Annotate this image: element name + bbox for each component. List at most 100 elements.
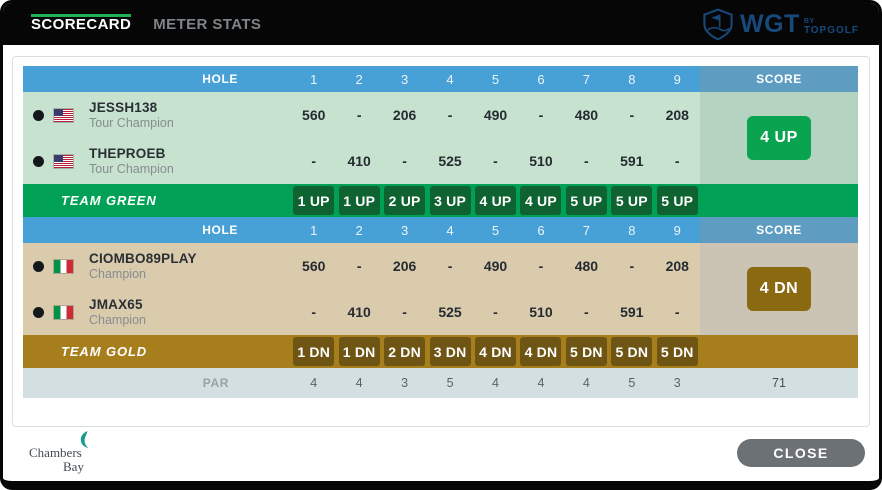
player-hole-value: 490 bbox=[483, 258, 508, 274]
par-value: 5 bbox=[628, 376, 636, 390]
close-button[interactable]: CLOSE bbox=[737, 439, 865, 467]
player-hole-value: - bbox=[538, 107, 544, 123]
player-row-theproeb: THEPROEB Tour Champion bbox=[23, 138, 291, 184]
team-green-row: TEAM GREEN 1 UP 1 UP 2 UP 3 UP 4 UP 4 UP 5 UP 5… bbox=[23, 184, 858, 217]
hole-number: 1 bbox=[310, 222, 318, 238]
hole-number: 5 bbox=[491, 222, 500, 238]
team-gold-score-spacer bbox=[700, 335, 858, 368]
player-hole-value: 206 bbox=[392, 258, 417, 274]
par-value: 4 bbox=[310, 376, 318, 390]
team-green-label: TEAM GREEN bbox=[61, 193, 157, 208]
player-hole-value: - bbox=[402, 304, 407, 320]
hole-number: 3 bbox=[400, 71, 409, 87]
team-progress-badge: 1 UP bbox=[293, 186, 335, 215]
team-progress-badge: 5 DN bbox=[656, 337, 698, 366]
team-gold-row: TEAM GOLD 1 DN 1 DN 2 DN 3 DN 4 DN 4 DN 5 DN 5 … bbox=[23, 335, 858, 368]
player-hole-value: - bbox=[629, 258, 635, 274]
par-values: 4 4 3 5 4 4 4 5 3 bbox=[291, 368, 700, 398]
par-value: 4 bbox=[492, 376, 499, 390]
hole-number: 2 bbox=[355, 222, 363, 238]
score-header-label: SCORE bbox=[700, 217, 858, 243]
player-hole-value: 560 bbox=[302, 258, 326, 274]
player-hole-value: - bbox=[356, 107, 362, 123]
player-hole-value: 525 bbox=[438, 153, 462, 169]
player-hole-value: 410 bbox=[347, 153, 371, 169]
team-gold-score-badge: 4 DN bbox=[747, 267, 811, 311]
tab-meter-stats[interactable]: METER STATS bbox=[153, 15, 262, 33]
team-green-score-badge: 4 UP bbox=[747, 116, 811, 160]
player-hole-value: 208 bbox=[665, 258, 689, 274]
player-row-ciombo89play: CIOMBO89PLAY Champion bbox=[23, 243, 291, 289]
par-value: 3 bbox=[673, 376, 681, 390]
player-name: JMAX65 bbox=[89, 297, 143, 312]
player-row-jmax65: JMAX65 Champion bbox=[23, 289, 291, 335]
team-gold-section: CIOMBO89PLAY Champion 560 - 206 - 490 - 480 - 20… bbox=[23, 243, 858, 335]
wgt-shield-icon bbox=[703, 8, 733, 41]
ball-icon bbox=[33, 306, 44, 318]
wgt-brand-text: WGT bbox=[740, 9, 800, 38]
hole-number: 7 bbox=[582, 71, 590, 87]
wgt-topgolf-text: TOPGOLF bbox=[803, 25, 859, 36]
team-progress-badge: 4 UP bbox=[474, 186, 516, 215]
player-hole-value: - bbox=[538, 258, 544, 274]
team-progress-badge: 5 DN bbox=[611, 337, 653, 366]
player-row-jessh138: JESSH138 Tour Champion bbox=[23, 92, 291, 138]
player-hole-value: - bbox=[584, 153, 589, 169]
hole-number: 9 bbox=[673, 71, 681, 87]
wgt-by-text: BY bbox=[803, 18, 815, 25]
hole-number: 6 bbox=[537, 71, 545, 87]
team-progress-badge: 1 UP bbox=[338, 186, 380, 215]
par-value: 5 bbox=[446, 376, 454, 390]
player-tier: Tour Champion bbox=[89, 116, 174, 130]
team-progress-badge: 5 UP bbox=[656, 186, 698, 215]
player-tier: Champion bbox=[89, 267, 146, 281]
player-hole-value: 206 bbox=[392, 107, 417, 123]
par-row: PAR 4 4 3 5 4 4 4 5 3 71 bbox=[23, 368, 858, 398]
player-hole-value: 208 bbox=[665, 107, 689, 123]
player-name: JESSH138 bbox=[89, 100, 158, 115]
hole-header-row-green: HOLE 1 2 3 4 5 6 7 8 9 SCORE bbox=[23, 66, 858, 92]
chambers-bay-crescent-icon bbox=[80, 431, 89, 448]
par-value: 4 bbox=[355, 376, 363, 390]
team-progress-badge: 2 UP bbox=[384, 186, 426, 215]
hole-number: 9 bbox=[673, 222, 681, 238]
team-progress-badge: 5 UP bbox=[611, 186, 653, 215]
team-progress-badge: 1 DN bbox=[293, 337, 335, 366]
hole-number: 8 bbox=[628, 71, 636, 87]
player-hole-value: - bbox=[311, 304, 317, 320]
player-hole-value: - bbox=[629, 107, 635, 123]
footer: Chambers Bay CLOSE bbox=[3, 427, 879, 481]
tab-scorecard[interactable]: SCORECARD bbox=[31, 3, 132, 45]
player-values-ciombo89play: 560 - 206 - 490 - 480 - 208 bbox=[291, 243, 700, 289]
player-hole-value: - bbox=[447, 258, 453, 274]
team-progress-badge: 3 UP bbox=[429, 186, 471, 215]
hole-number: 8 bbox=[628, 222, 636, 238]
team-green-section: JESSH138 Tour Champion 560 - 206 - 490 - 480 - 2… bbox=[23, 92, 858, 184]
player-values-jmax65: - 410 - 525 - 510 - 591 - bbox=[291, 289, 700, 335]
player-name: THEPROEB bbox=[89, 146, 166, 161]
player-hole-value: 410 bbox=[347, 304, 371, 320]
player-hole-value: - bbox=[674, 304, 680, 320]
player-tier: Champion bbox=[89, 313, 146, 327]
team-progress-badge: 4 DN bbox=[474, 337, 516, 366]
player-hole-value: - bbox=[311, 153, 317, 169]
team-progress-badge: 5 UP bbox=[565, 186, 607, 215]
tab-group: SCORECARD METER STATS bbox=[31, 3, 261, 45]
hole-number: 4 bbox=[446, 222, 454, 238]
hole-number: 2 bbox=[355, 71, 363, 87]
player-name: CIOMBO89PLAY bbox=[89, 251, 197, 266]
player-hole-value: 480 bbox=[574, 258, 599, 274]
player-identity: JMAX65 Champion bbox=[89, 297, 146, 327]
course-name-line2: Bay bbox=[63, 459, 84, 475]
hole-header-label: HOLE bbox=[202, 72, 238, 86]
team-progress-badge: 4 UP bbox=[520, 186, 562, 215]
player-hole-value: 510 bbox=[529, 153, 553, 169]
team-progress-badge: 3 DN bbox=[429, 337, 471, 366]
player-hole-value: - bbox=[584, 304, 589, 320]
scorecard-panel: HOLE 1 2 3 4 5 6 7 8 9 SCORE JESSH138 Tour Champ… bbox=[12, 56, 870, 427]
wgt-sub-text: BY TOPGOLF bbox=[804, 18, 859, 36]
hole-numbers: 1 2 3 4 5 6 7 8 9 bbox=[291, 66, 700, 92]
ball-icon bbox=[33, 109, 44, 121]
ball-icon bbox=[33, 155, 44, 167]
